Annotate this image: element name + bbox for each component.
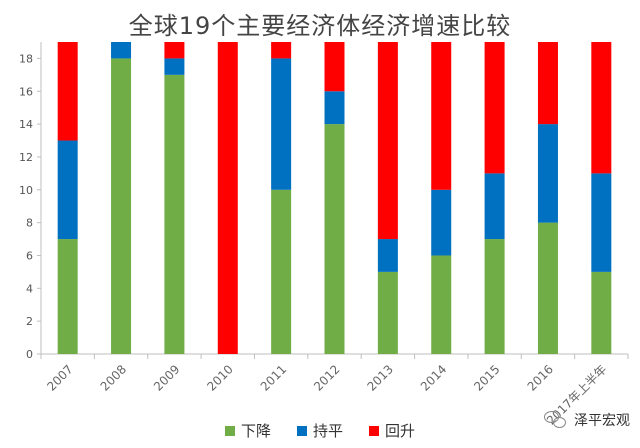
bar-2-8: [484, 42, 505, 174]
bar-1-0: [57, 140, 78, 240]
y-tick-label-2: 4: [26, 282, 33, 295]
bar-0-9: [537, 222, 558, 354]
bar-0-6: [377, 271, 398, 354]
x-tick-label-2: 2009: [151, 362, 182, 393]
watermark: 泽平宏观: [544, 410, 630, 430]
bar-0-10: [591, 271, 612, 354]
x-tick-label-1: 2008: [98, 362, 129, 393]
bar-2-4: [271, 42, 292, 59]
y-tick-label-9: 18: [19, 52, 33, 65]
bar-1-8: [484, 173, 505, 240]
bar-0-4: [271, 189, 292, 354]
x-tick-label-7: 2014: [418, 362, 449, 393]
y-tick-label-5: 10: [19, 184, 33, 197]
chart-title: 全球19个主要经济体经济增速比较: [128, 12, 512, 40]
bar-2-3: [217, 42, 238, 354]
bar-0-2: [164, 74, 185, 354]
bar-2-6: [377, 42, 398, 240]
watermark-text: 泽平宏观: [574, 413, 630, 429]
x-tick-label-8: 2015: [471, 362, 502, 393]
bar-2-5: [324, 42, 345, 92]
bar-1-2: [164, 58, 185, 75]
legend-item-flat: 持平: [297, 420, 343, 441]
bar-2-9: [537, 42, 558, 125]
bar-2-0: [57, 42, 78, 141]
y-tick-label-4: 8: [26, 217, 33, 230]
legend-item-rebound: 回升: [369, 420, 415, 441]
wechat-icon: [544, 411, 568, 429]
x-tick-label-3: 2010: [204, 362, 235, 393]
bar-1-4: [271, 58, 292, 190]
x-tick-label-9: 2016: [525, 362, 556, 393]
bar-1-1: [111, 42, 132, 59]
legend-label-rebound: 回升: [385, 422, 416, 440]
bar-0-8: [484, 239, 505, 354]
y-tick-label-8: 16: [19, 85, 33, 98]
bar-1-6: [377, 239, 398, 272]
legend-label-flat: 持平: [313, 422, 344, 440]
bar-0-5: [324, 124, 345, 355]
bar-2-2: [164, 42, 185, 59]
y-tick-label-1: 2: [26, 315, 33, 328]
x-tick-label-6: 2013: [364, 362, 395, 393]
y-tick-label-0: 0: [26, 348, 33, 361]
bar-0-0: [57, 239, 78, 354]
legend: 下降 持平 回升: [225, 420, 415, 441]
y-tick-label-6: 12: [19, 151, 33, 164]
x-tick-label-0: 2007: [44, 362, 75, 393]
bar-2-10: [591, 42, 612, 174]
legend-label-decline: 下降: [241, 422, 272, 440]
legend-swatch-decline: [225, 425, 235, 436]
bar-0-7: [431, 255, 452, 354]
bar-1-5: [324, 91, 345, 125]
bar-0-1: [111, 58, 132, 354]
legend-swatch-flat: [297, 425, 308, 436]
y-tick-label-3: 6: [26, 249, 33, 262]
bar-1-7: [431, 189, 452, 256]
x-tick-label-4: 2011: [258, 362, 289, 393]
bar-2-7: [431, 42, 452, 190]
y-tick-label-7: 14: [19, 118, 33, 131]
legend-swatch-rebound: [369, 425, 380, 436]
legend-item-decline: 下降: [225, 420, 271, 441]
bar-1-10: [591, 173, 612, 272]
bar-1-9: [537, 124, 558, 223]
x-tick-label-5: 2012: [311, 362, 342, 393]
